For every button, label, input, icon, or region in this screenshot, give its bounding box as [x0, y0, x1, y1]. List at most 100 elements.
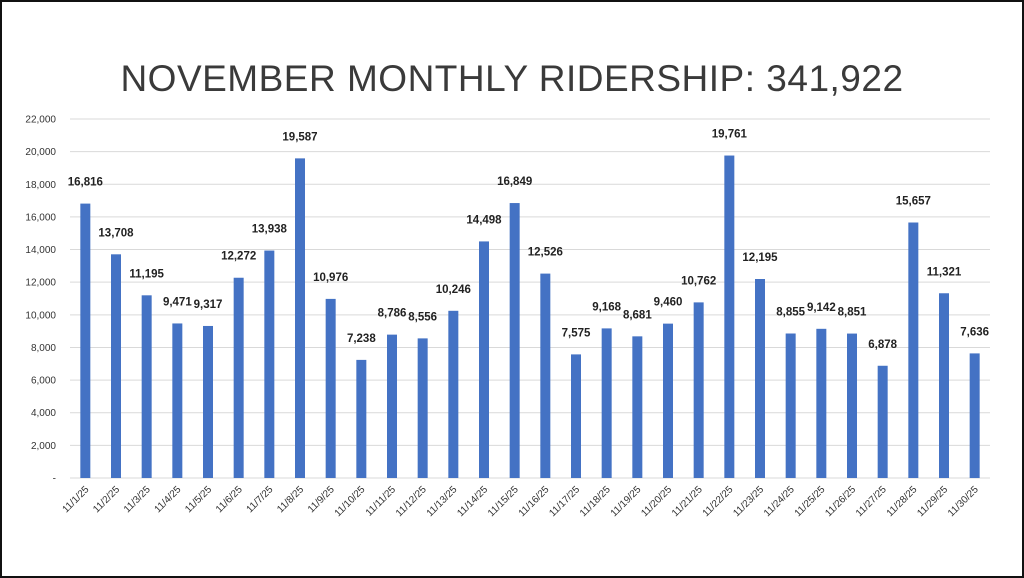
x-tick-label: 11/17/25	[547, 484, 582, 519]
x-tick-label: 11/23/25	[731, 484, 766, 519]
data-label: 8,556	[408, 311, 437, 323]
y-tick-label: 20,000	[25, 147, 56, 158]
x-tick-label: 11/24/25	[762, 484, 797, 519]
x-axis-ticks: 11/1/25 11/2/25 11/3/25 11/4/25 11/5/25 11/6/…	[61, 484, 981, 519]
x-tick-label: 11/7/25	[245, 484, 276, 515]
x-tick-label: 11/22/25	[701, 484, 736, 519]
x-tick-label: 11/21/25	[670, 484, 705, 519]
bar	[724, 155, 735, 478]
data-label: 16,849	[497, 176, 532, 188]
y-tick-label: 22,000	[25, 115, 56, 126]
y-tick-label: 8,000	[31, 343, 56, 354]
bar	[939, 293, 949, 478]
y-tick-label: 2,000	[31, 441, 56, 452]
data-label: 13,938	[252, 224, 288, 236]
x-tick-label: 11/4/25	[153, 484, 184, 515]
data-label: 10,976	[313, 272, 348, 284]
y-axis-ticks: - 2,000 4,000 6,000 8,000 10,000 12,000 14,000 1…	[25, 115, 56, 485]
data-label: 12,526	[528, 247, 563, 259]
bar	[387, 334, 397, 478]
bar	[663, 323, 673, 478]
data-label: 7,636	[960, 326, 989, 338]
bar	[969, 353, 980, 478]
bar	[141, 295, 152, 478]
bar	[632, 336, 643, 478]
bars	[80, 155, 980, 479]
y-tick-label: 18,000	[25, 180, 56, 191]
x-tick-label: 11/14/25	[455, 484, 490, 519]
x-tick-label: 11/5/25	[183, 484, 214, 515]
bar	[233, 277, 244, 478]
bar	[816, 328, 827, 478]
bar	[540, 273, 551, 478]
bar	[264, 250, 275, 478]
data-label: 15,657	[896, 196, 931, 208]
data-label: 9,460	[654, 297, 683, 309]
bar	[509, 203, 520, 479]
data-label: 8,681	[623, 309, 652, 321]
bar	[111, 254, 121, 478]
data-label: 8,786	[378, 308, 407, 320]
data-label: 16,816	[68, 177, 103, 189]
x-tick-label: 11/6/25	[214, 484, 245, 515]
bar	[203, 325, 213, 478]
y-tick-label: 14,000	[25, 245, 56, 256]
bar	[785, 333, 796, 478]
data-label: 14,498	[466, 214, 502, 226]
x-tick-label: 11/30/25	[946, 484, 981, 519]
gridlines	[70, 118, 990, 479]
data-label: 12,272	[221, 251, 256, 263]
data-label: 19,761	[712, 129, 748, 141]
bar	[80, 203, 91, 479]
x-tick-label: 11/12/25	[394, 484, 429, 519]
y-tick-label: 12,000	[25, 278, 56, 289]
x-tick-label: 11/10/25	[333, 484, 368, 519]
x-tick-label: 11/27/25	[854, 484, 889, 519]
data-label: 9,317	[194, 299, 223, 311]
data-label: 11,321	[927, 266, 962, 278]
data-label: 9,168	[592, 301, 621, 313]
x-tick-label: 11/16/25	[517, 484, 552, 519]
chart-title: NOVEMBER MONTHLY RIDERSHIP: 341,922	[120, 58, 904, 99]
data-label: 7,575	[562, 327, 591, 339]
data-label: 10,762	[681, 275, 716, 287]
bar	[448, 310, 459, 478]
data-label: 8,855	[776, 307, 805, 319]
data-label: 12,195	[742, 252, 778, 264]
y-tick-label: 10,000	[25, 310, 56, 321]
data-label: 8,851	[838, 307, 867, 319]
bar	[479, 241, 489, 478]
data-label: 19,587	[282, 131, 317, 143]
y-tick-label: 6,000	[31, 376, 56, 387]
bar	[325, 298, 336, 478]
bar	[847, 333, 857, 478]
x-tick-label: 11/3/25	[122, 484, 153, 515]
x-tick-label: 11/19/25	[609, 484, 644, 519]
data-label: 13,708	[98, 227, 134, 239]
data-labels: 16,816 13,708 11,195 9,471 9,317 12,272 13,938…	[68, 129, 989, 351]
bar	[356, 359, 367, 478]
x-tick-label: 11/18/25	[578, 484, 613, 519]
data-label: 9,471	[163, 296, 192, 308]
y-tick-label: 16,000	[25, 212, 56, 223]
x-tick-label: 11/2/25	[91, 484, 122, 515]
data-label: 11,195	[129, 268, 164, 280]
y-tick-label: -	[53, 474, 56, 485]
bar	[417, 338, 428, 478]
data-label: 7,238	[347, 333, 376, 345]
x-tick-label: 11/11/25	[364, 484, 399, 519]
x-tick-label: 11/25/25	[793, 484, 828, 519]
y-tick-label: 4,000	[31, 408, 56, 419]
data-label: 9,142	[807, 302, 836, 314]
bar	[908, 222, 919, 478]
x-tick-label: 11/26/25	[823, 484, 858, 519]
x-tick-label: 11/1/25	[61, 484, 92, 515]
x-tick-label: 11/29/25	[915, 484, 950, 519]
data-label: 6,878	[868, 339, 897, 351]
bar	[601, 328, 612, 478]
bar	[295, 158, 305, 478]
data-label: 10,246	[436, 284, 471, 296]
x-tick-label: 11/28/25	[885, 484, 920, 519]
